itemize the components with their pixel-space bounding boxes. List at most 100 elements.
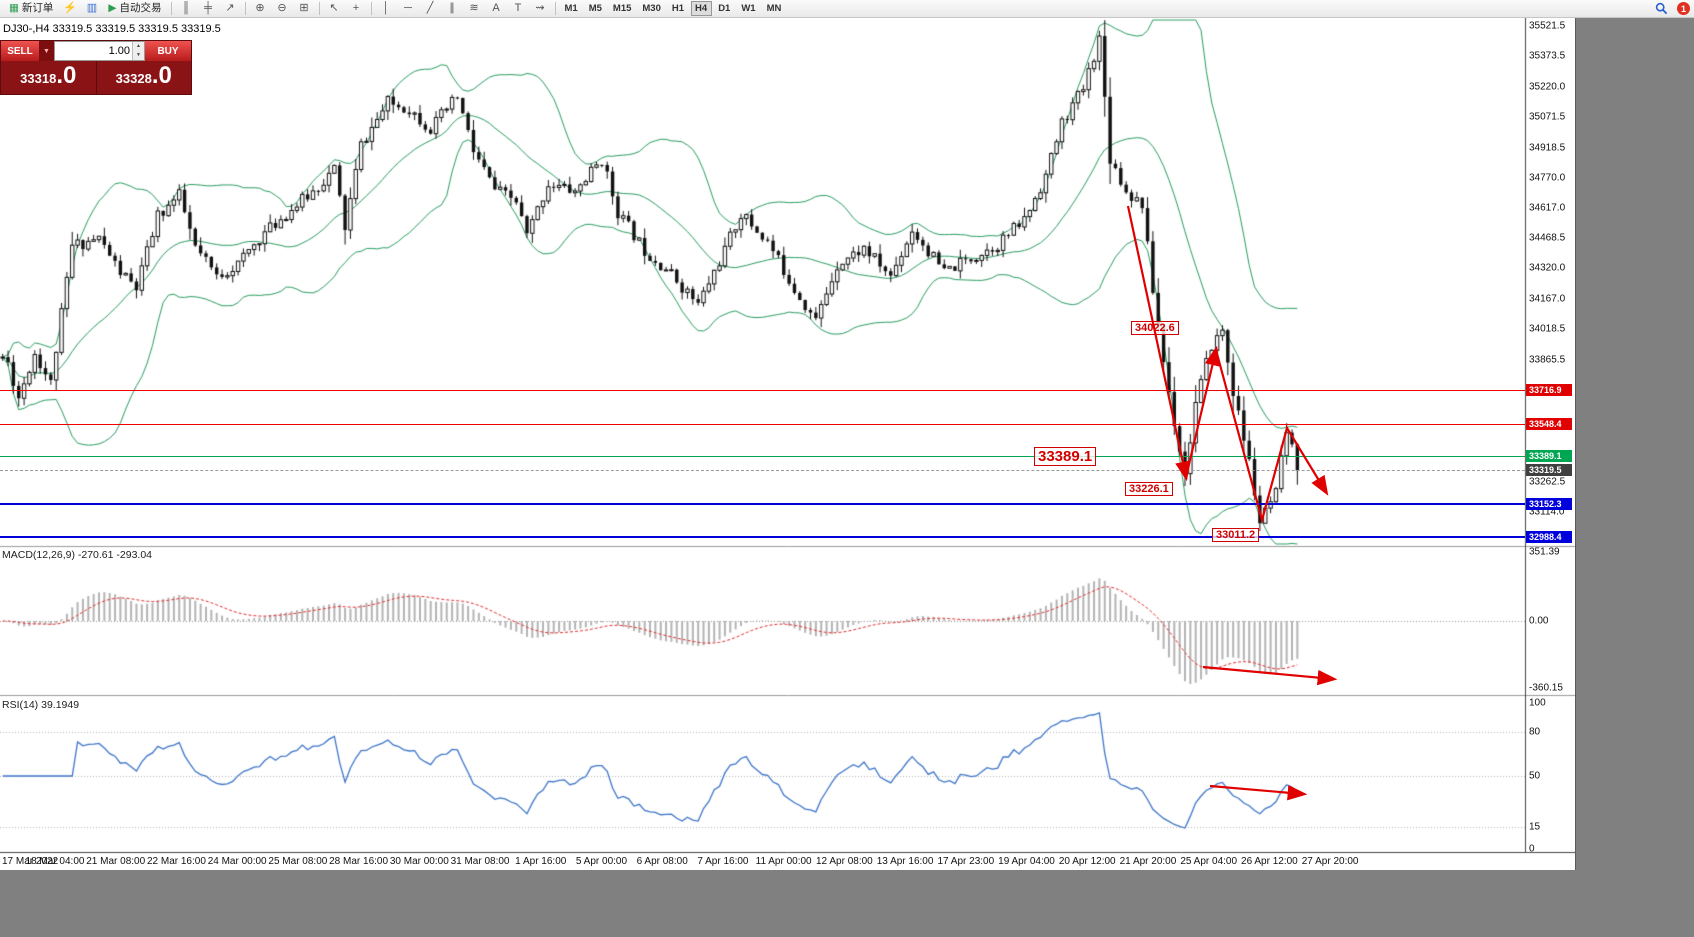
fibonacci-icon: ≋ — [469, 2, 479, 14]
new-order-button[interactable]: ▦ 新订单 — [4, 0, 58, 17]
bar-chart-button[interactable]: ║ — [176, 0, 197, 17]
candlestick-chart-button[interactable]: ╪ — [198, 0, 219, 17]
fibonacci-button[interactable]: ≋ — [464, 0, 485, 17]
one-click-trading-panel: SELL ▼ ▲ ▼ BUY 33318.0 33328.0 — [0, 40, 192, 95]
chart-window: DJ30-,H4 33319.5 33319.5 33319.5 33319.5… — [0, 18, 1576, 870]
toolbar-separator — [370, 2, 372, 15]
top-toolbar: ▦ 新订单 ⚡ ▥ ▶ 自动交易 ║ ╪ ↗ ⊕ ⊖ ⊞ ↖ + │ ─ ╱ ∥ ≋ A T ⇝ M1 M5 M15 M30 H1 H… — [0, 0, 1694, 18]
current-price-line[interactable] — [0, 470, 1525, 472]
arrows-tool-icon: ⇝ — [535, 2, 545, 14]
buy-price: 33328.0 — [97, 61, 192, 94]
horizontal-line-button[interactable]: ─ — [398, 0, 419, 17]
support-line-33152[interactable] — [0, 503, 1525, 506]
sell-button[interactable]: SELL — [1, 41, 39, 61]
charts-grid-button[interactable]: ▥ — [81, 0, 102, 17]
volume-input[interactable] — [55, 42, 132, 60]
time-axis-label: 17 Mar 2022 — [2, 856, 59, 867]
time-axis-label: 17 Apr 23:00 — [937, 856, 995, 867]
chart-legend: DJ30-,H4 33319.5 33319.5 33319.5 33319.5 — [3, 23, 221, 35]
text-label-button[interactable]: T — [508, 0, 529, 17]
annotation-33389[interactable]: 33389.1 — [1034, 447, 1097, 466]
trendline-button[interactable]: ╱ — [420, 0, 441, 17]
timeframe-h1-button[interactable]: H1 — [671, 3, 685, 14]
timeframe-d1-button[interactable]: D1 — [718, 3, 731, 14]
rsi-value: 39.1949 — [41, 699, 80, 711]
trendline-icon: ╱ — [426, 2, 434, 14]
volume-decrease-button[interactable]: ▼ — [133, 51, 144, 60]
line-chart-icon: ↗ — [225, 2, 235, 14]
macd-label: MACD(12,26,9) -270.61 -293.04 — [2, 549, 152, 561]
rsi-label: RSI(14) 39.1949 — [2, 699, 79, 711]
chevron-down-icon: ▼ — [43, 47, 50, 55]
order-type-dropdown[interactable]: ▼ — [39, 41, 54, 61]
indicator-scale-label: 0.00 — [1529, 615, 1549, 627]
auto-trading-button[interactable]: ▶ 自动交易 — [103, 0, 166, 17]
buy-button[interactable]: BUY — [145, 41, 191, 61]
time-axis-label: 6 Apr 08:00 — [636, 856, 688, 867]
zoom-in-button[interactable]: ⊕ — [250, 0, 271, 17]
indicator-scale-label: 100 — [1529, 697, 1546, 709]
price-scale-label: 34770.0 — [1529, 172, 1566, 183]
time-axis-label: 24 Mar 00:00 — [207, 856, 267, 867]
resistance-line-33716-tag: 33716.9 — [1526, 384, 1572, 397]
indicator-scale-label: -360.15 — [1529, 682, 1563, 694]
equidistant-channel-button[interactable]: ∥ — [442, 0, 463, 17]
history-center-button[interactable]: ⚡ — [59, 0, 80, 17]
indicator-scale-label: 0 — [1529, 843, 1535, 855]
search-button[interactable] — [1651, 0, 1672, 17]
timeframe-w1-button[interactable]: W1 — [741, 3, 756, 14]
time-axis-label: 27 Apr 20:00 — [1301, 856, 1359, 867]
text-tool-button[interactable]: A — [486, 0, 507, 17]
current-price-line-tag: 33319.5 — [1526, 464, 1572, 477]
price-scale-label: 34918.5 — [1529, 142, 1566, 154]
vertical-line-button[interactable]: │ — [376, 0, 397, 17]
bar-chart-icon: ║ — [182, 2, 190, 14]
support-line-32988-tag: 32988.4 — [1526, 531, 1572, 544]
cursor-tool-icon: ↖ — [329, 2, 339, 14]
support-line-32988[interactable] — [0, 536, 1525, 539]
text-label-icon: T — [514, 2, 522, 14]
buy-price-small: 33328 — [115, 71, 152, 86]
time-axis-label: 18 Mar 04:00 — [25, 856, 85, 867]
price-scale-label: 35071.5 — [1529, 111, 1566, 123]
line-chart-button[interactable]: ↗ — [220, 0, 241, 17]
volume-field: ▲ ▼ — [54, 41, 145, 61]
support-line-33152-tag: 33152.3 — [1526, 498, 1572, 511]
crosshair-tool-button[interactable]: + — [346, 0, 367, 17]
price-scale-label: 33114.0 — [1529, 506, 1565, 518]
tile-windows-button[interactable]: ⊞ — [294, 0, 315, 17]
price-scale-label: 34468.5 — [1529, 232, 1566, 244]
tile-windows-icon: ⊞ — [299, 2, 309, 14]
time-axis-label: 11 Apr 00:00 — [755, 856, 812, 867]
price-scale-label: 34617.0 — [1529, 202, 1566, 214]
timeframe-m15-button[interactable]: M15 — [612, 3, 632, 14]
time-axis-label: 5 Apr 00:00 — [575, 856, 628, 867]
annotation-33011[interactable]: 33011.2 — [1212, 528, 1260, 542]
new-order-button-label: 新订单 — [21, 2, 54, 14]
search-icon — [1655, 2, 1668, 15]
zoom-out-button[interactable]: ⊖ — [272, 0, 293, 17]
toolbar-separator — [318, 2, 320, 15]
price-scale-label: 33865.5 — [1529, 354, 1566, 366]
price-scale-label: 33262.5 — [1529, 476, 1566, 488]
arrows-tool-button[interactable]: ⇝ — [530, 0, 551, 17]
time-axis-label: 13 Apr 16:00 — [876, 856, 934, 867]
resistance-line-33548[interactable] — [0, 423, 1525, 425]
auto-trading-button-label: 自动交易 — [119, 2, 162, 14]
timeframe-mn-button[interactable]: MN — [766, 3, 782, 14]
annotation-34022[interactable]: 34022.6 — [1131, 321, 1179, 335]
chart-canvas[interactable] — [0, 18, 1575, 870]
timeframe-m1-button[interactable]: M1 — [564, 3, 578, 14]
pivot-line-33389[interactable] — [0, 455, 1525, 457]
timeframe-m5-button[interactable]: M5 — [588, 3, 602, 14]
resistance-line-33716[interactable] — [0, 389, 1525, 391]
pivot-line-33389-tag: 33389.1 — [1526, 450, 1572, 463]
volume-increase-button[interactable]: ▲ — [133, 42, 144, 51]
annotation-33226[interactable]: 33226.1 — [1125, 482, 1173, 496]
cursor-tool-button[interactable]: ↖ — [324, 0, 345, 17]
time-axis-label: 12 Apr 08:00 — [816, 856, 873, 867]
toolbar-separator — [170, 2, 172, 15]
time-axis-label: 28 Mar 16:00 — [329, 856, 389, 867]
timeframe-h4-button[interactable]: H4 — [690, 1, 712, 16]
timeframe-m30-button[interactable]: M30 — [642, 3, 661, 14]
